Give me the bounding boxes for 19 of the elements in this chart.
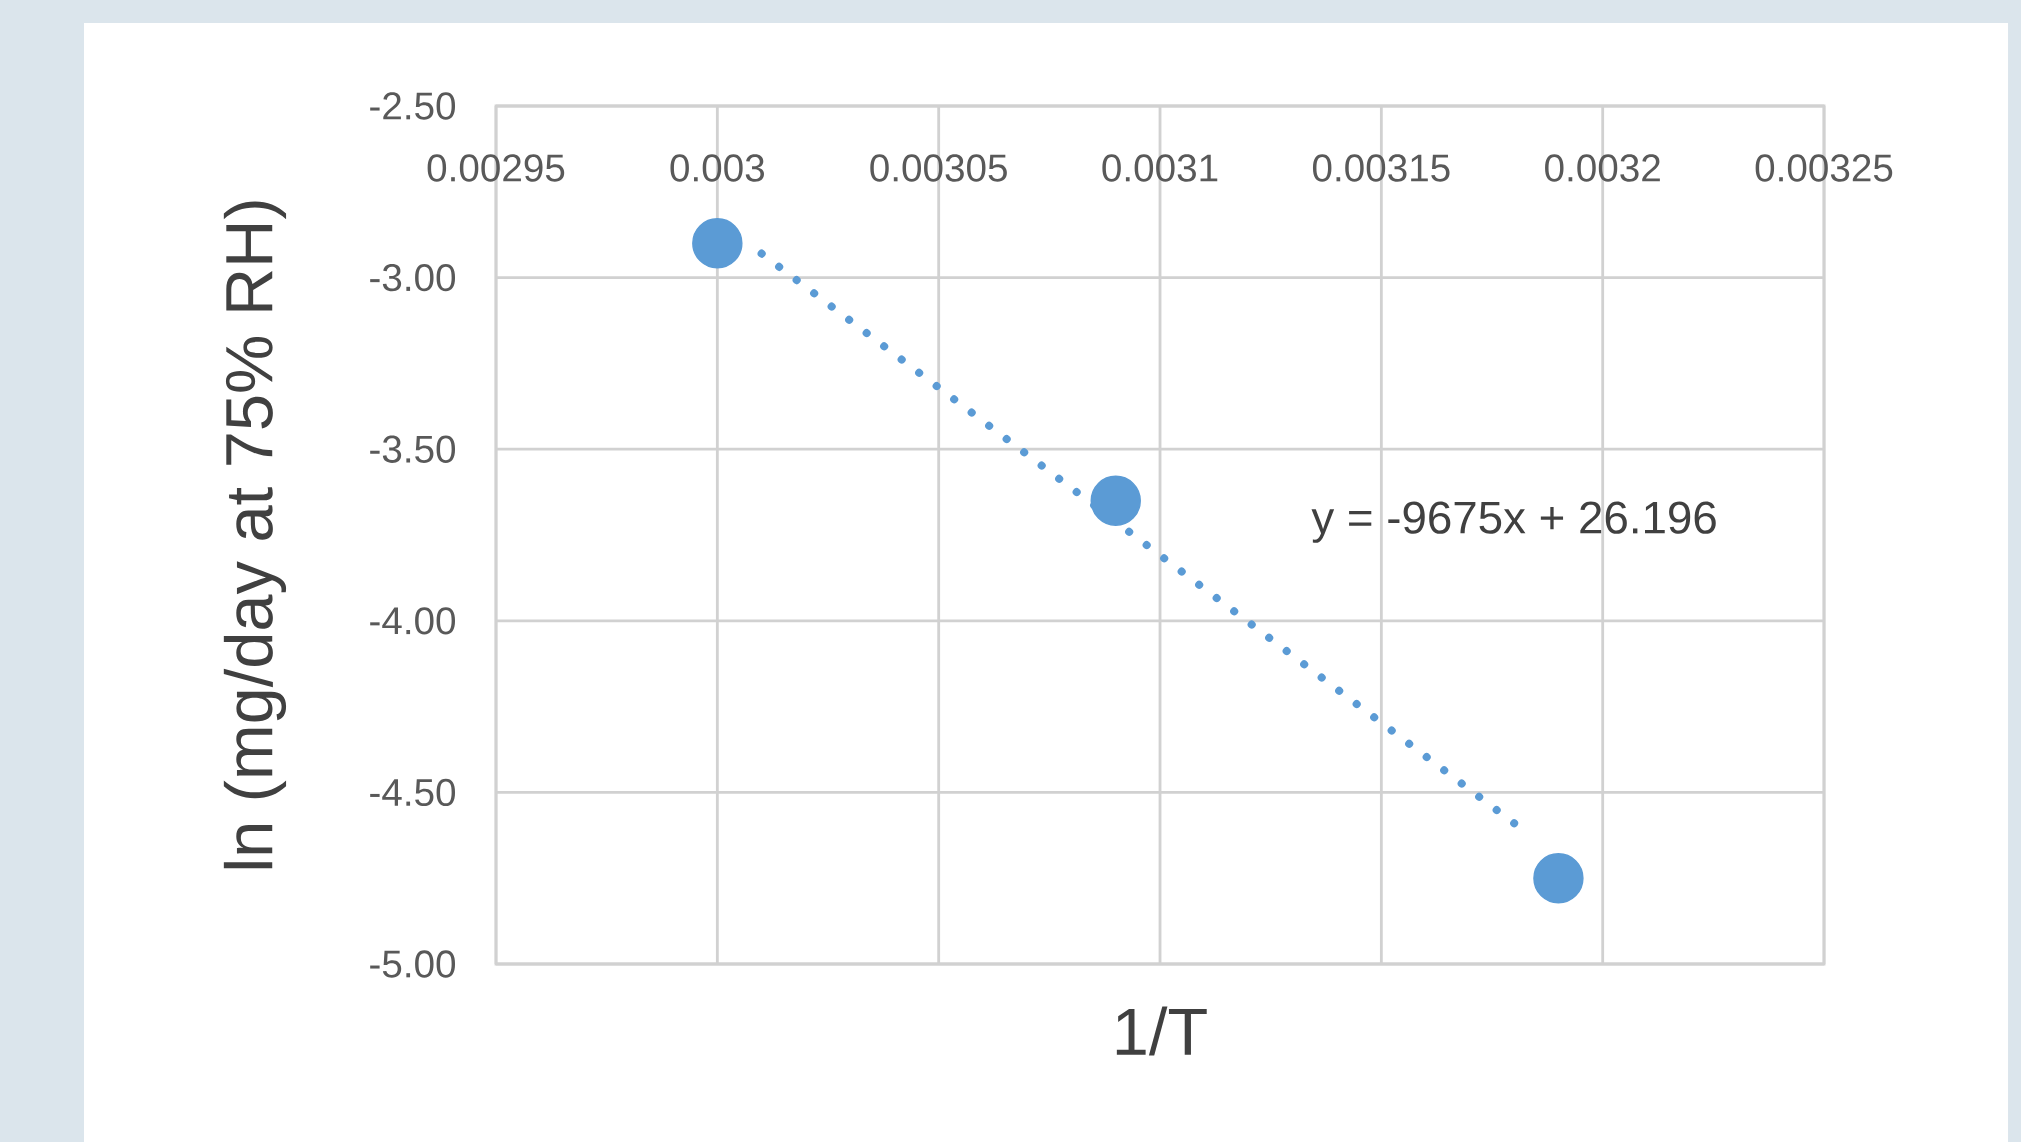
x-tick-label: 0.00295 [427, 154, 565, 182]
y-tick-label: -4.50 [370, 778, 456, 807]
x-tick-label: 0.00325 [1755, 154, 1893, 182]
annotation: y = -9675x + 26.196 [1311, 501, 1716, 543]
x-tick-label: 0.00315 [1312, 154, 1450, 182]
y-tick-label: -4.00 [370, 607, 456, 635]
y-tick-label: -3.50 [370, 435, 456, 463]
x-tick-label: 0.0031 [1102, 154, 1218, 182]
x-tick-label: 0.0032 [1545, 154, 1660, 182]
x-axis-title: 1/T [1116, 1006, 1207, 1056]
point [692, 218, 743, 269]
point [1090, 475, 1141, 526]
x-tick-label: 0.003 [670, 154, 764, 182]
y-tick-label: -3.00 [370, 263, 456, 292]
point [1533, 853, 1584, 904]
y-axis-title: ln (mg/day at 75% RH) [223, 201, 287, 869]
y-tick-label: -5.00 [370, 950, 456, 978]
x-tick-label: 0.00305 [870, 154, 1007, 182]
y-tick-label: -2.50 [370, 92, 456, 120]
